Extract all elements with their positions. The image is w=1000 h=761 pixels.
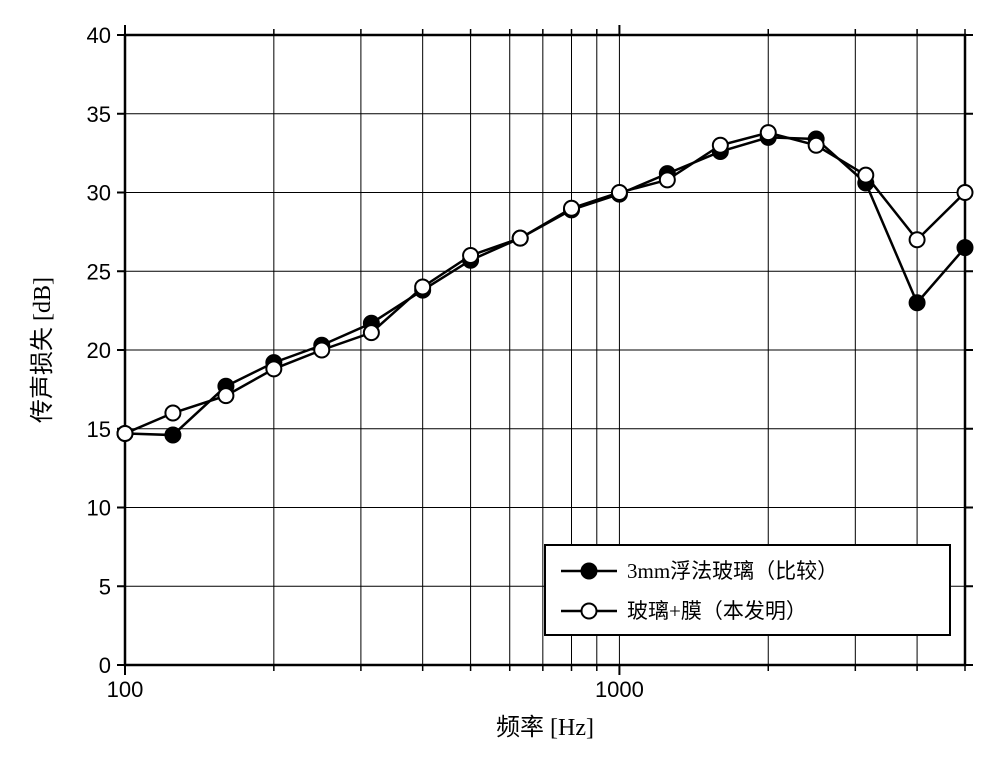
y-tick-label: 35 — [87, 102, 111, 127]
series-2-marker — [958, 185, 973, 200]
legend-marker-open-icon — [582, 604, 597, 619]
series-2-marker — [266, 361, 281, 376]
y-axis-label: 传声损失 [dB] — [29, 277, 56, 423]
y-tick-label: 40 — [87, 23, 111, 48]
legend-item-1-label: 3mm浮法玻璃（比较） — [627, 559, 838, 583]
series-2-marker — [218, 388, 233, 403]
y-tick-label: 25 — [87, 259, 111, 284]
x-axis-label: 频率 [Hz] — [496, 714, 594, 741]
series-2-marker — [314, 343, 329, 358]
x-tick-label: 1000 — [595, 677, 644, 702]
series-2-marker — [713, 138, 728, 153]
series-2-marker — [513, 231, 528, 246]
series-2-marker — [118, 426, 133, 441]
series-2-marker — [564, 201, 579, 216]
series-1-marker — [165, 428, 180, 443]
series-2-marker — [364, 325, 379, 340]
legend-item-2-label: 玻璃+膜（本发明） — [627, 599, 807, 623]
series-2-marker — [660, 172, 675, 187]
y-tick-label: 0 — [99, 653, 111, 678]
y-tick-label: 20 — [87, 338, 111, 363]
legend-marker-filled-icon — [582, 564, 597, 579]
series-2-marker — [463, 248, 478, 263]
x-tick-label: 100 — [107, 677, 144, 702]
series-2-marker — [612, 185, 627, 200]
series-2-marker — [761, 125, 776, 140]
series-2-marker — [809, 138, 824, 153]
series-2-marker — [858, 168, 873, 183]
y-tick-label: 10 — [87, 496, 111, 521]
series-2-marker — [165, 406, 180, 421]
series-2-marker — [415, 280, 430, 295]
y-tick-label: 15 — [87, 417, 111, 442]
series-1-marker — [910, 295, 925, 310]
series-1-marker — [958, 240, 973, 255]
series-2-marker — [910, 232, 925, 247]
y-tick-label: 30 — [87, 181, 111, 206]
y-tick-label: 5 — [99, 574, 111, 599]
